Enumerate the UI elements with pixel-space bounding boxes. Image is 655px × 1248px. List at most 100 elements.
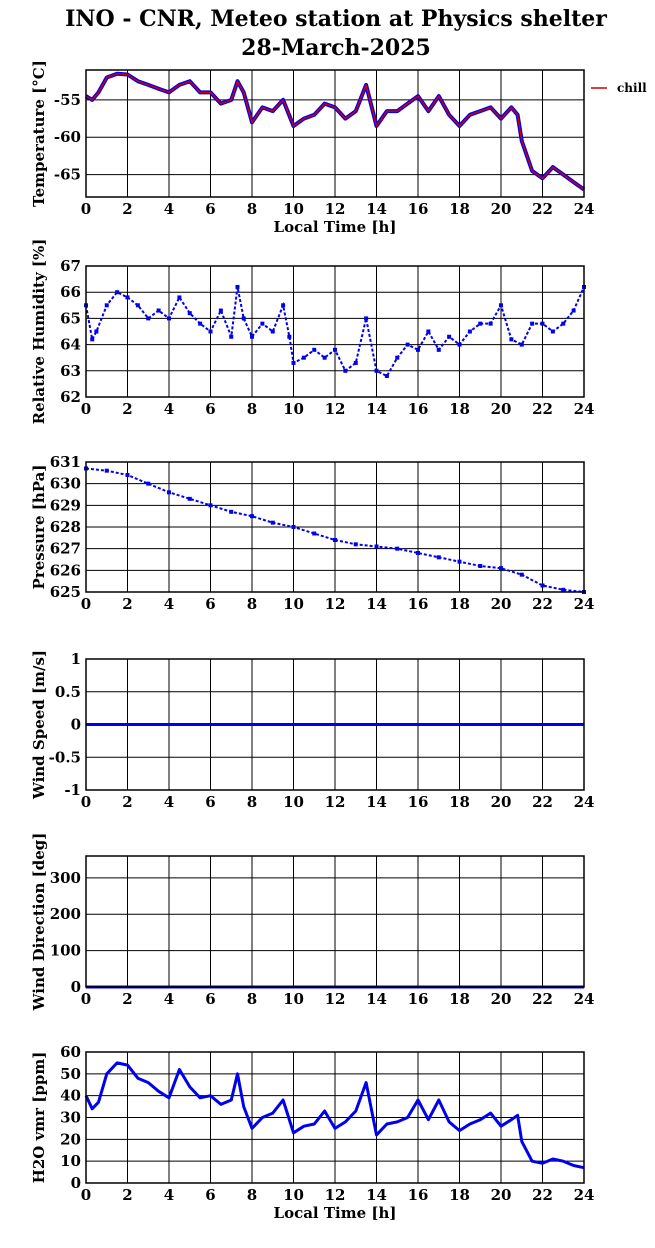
y-tick-label: -0.5 [49,748,81,766]
x-tick-label: 10 [283,793,304,811]
legend-label: chill [617,81,647,95]
data-point [353,542,358,547]
x-tick-label: 2 [122,793,132,811]
data-point [343,368,348,373]
y-tick-label: 0 [71,716,81,734]
x-tick-label: 10 [283,990,304,1008]
y-tick-label: 66 [60,283,81,301]
y-tick-label: 62 [60,388,81,406]
y-tick-label: 627 [50,540,81,558]
x-tick-label: 22 [532,1186,553,1204]
y-tick-label: 60 [60,1043,81,1061]
x-tick-label: 20 [491,200,512,218]
y-tick-label: 40 [60,1087,81,1105]
x-tick-label: 2 [122,990,132,1008]
data-point [104,303,109,308]
data-point [281,303,286,308]
x-tick-label: 10 [283,595,304,613]
data-point [540,583,545,588]
data-point [333,347,337,352]
x-tick-label: 10 [283,200,304,218]
data-point [104,468,109,473]
x-tick-label: 0 [81,793,91,811]
data-point [561,587,566,592]
y-axis-label: H2O vmr [ppm] [30,1052,48,1184]
data-point [250,514,254,519]
data-point [125,295,130,300]
y-tick-label: 65 [60,309,81,327]
plot-frame [85,461,585,593]
x-tick-label: 14 [366,990,387,1008]
data-point [146,481,151,486]
y-tick-label: 64 [60,336,81,354]
data-point [241,316,246,321]
y-tick-label: 100 [50,942,81,960]
x-tick-label: 14 [366,793,387,811]
data-point [540,321,545,326]
y-tick-label: 0.5 [55,683,81,701]
y-axis-label: Wind Direction [deg] [30,833,48,1012]
data-point [167,316,171,321]
data-point [457,342,462,347]
data-point [509,337,514,342]
x-tick-label: 6 [205,990,215,1008]
x-tick-label: 18 [449,1186,470,1204]
data-point [447,334,452,339]
data-point [457,559,462,564]
x-tick-label: 16 [408,400,429,418]
x-tick-label: 24 [574,595,595,613]
y-tick-label: 0 [71,978,81,996]
x-tick-label: 8 [247,793,257,811]
data-point [177,295,182,300]
y-tick-label: -65 [54,166,81,184]
y-tick-label: 625 [50,583,81,601]
panel-2: 0 2 4 6 8 10 12 14 16 18 20 22 24626364656667Relativ… [30,239,594,425]
data-point [187,496,192,501]
x-tick-label: 18 [449,990,470,1008]
plot-frame [85,69,585,198]
x-tick-label: 22 [532,200,553,218]
data-point [395,546,400,551]
x-tick-label: 2 [122,1186,132,1204]
x-tick-label: 24 [574,1186,595,1204]
data-point [291,360,296,365]
x-tick-label: 18 [449,400,470,418]
data-point [436,555,441,560]
x-tick-label: 14 [366,595,387,613]
x-tick-label: 10 [283,400,304,418]
y-tick-label: 626 [50,561,81,579]
x-tick-label: 22 [532,793,553,811]
y-tick-label: -55 [54,91,81,109]
x-tick-label: 24 [574,793,595,811]
y-tick-label: 50 [60,1065,81,1083]
data-point [312,531,317,536]
data-point [167,490,171,495]
x-tick-label: 18 [449,595,470,613]
data-point [94,329,99,334]
data-point [250,334,254,339]
data-point [353,360,358,365]
data-point [488,321,493,326]
x-tick-label: 20 [491,595,512,613]
x-tick-label: 8 [247,200,257,218]
x-tick-label: 2 [122,200,132,218]
x-tick-label: 20 [491,400,512,418]
x-tick-label: 12 [325,990,346,1008]
x-tick-label: 6 [205,400,215,418]
data-point [416,551,420,555]
x-tick-label: 6 [205,595,215,613]
x-tick-label: 16 [408,990,429,1008]
x-tick-label: 8 [247,400,257,418]
data-point [384,374,389,379]
series-line [85,72,585,191]
data-point [229,509,234,514]
x-tick-label: 8 [247,1186,257,1204]
data-point [322,355,327,360]
x-tick-label: 24 [574,400,595,418]
x-tick-label: 12 [325,793,346,811]
y-tick-label: 30 [60,1109,81,1127]
y-axis-label: Relative Humidity [%] [30,239,48,425]
